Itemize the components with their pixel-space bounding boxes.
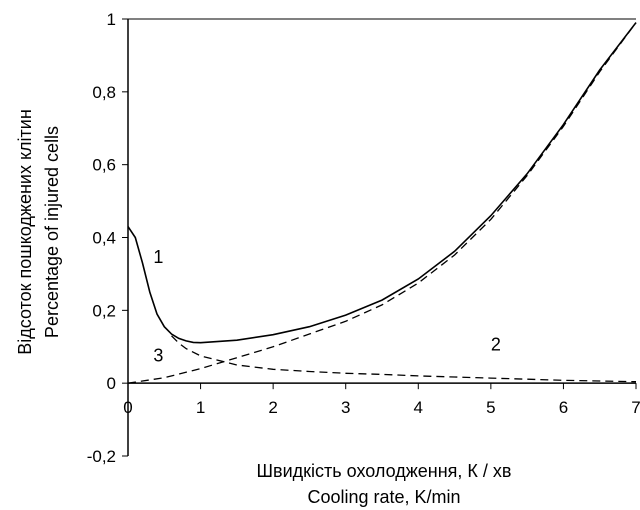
x-axis-label-uk: Швидкість охолодження, К / хв: [257, 461, 512, 481]
y-axis-label-uk: Відсоток пошкоджених клітин: [15, 109, 35, 355]
y-axis-label-en: Percentage of injured cells: [42, 126, 62, 338]
y-tick-label: 0,4: [92, 229, 116, 248]
x-tick-label: 1: [196, 398, 205, 417]
series-3-line: [127, 22, 637, 384]
axes: [127, 18, 636, 456]
series-2-line: [171, 335, 637, 383]
y-tick-label: 0,6: [92, 156, 116, 175]
x-tick-label: 4: [414, 398, 423, 417]
x-tick-label: 0: [123, 398, 132, 417]
x-tick-label: 7: [631, 398, 640, 417]
x-tick-label: 2: [268, 398, 277, 417]
annotation-layer: 1 2 3: [153, 247, 500, 365]
series-1-line: [127, 22, 637, 344]
x-tick-label: 3: [341, 398, 350, 417]
y-tick-label: -0,2: [87, 447, 116, 466]
curve-label-2: 2: [491, 334, 501, 354]
y-tick-label: 1: [107, 10, 116, 29]
ticks: -0,2 0 0,2 0,4 0,6 0,8 1 0 1 2 3 4 5 6 7: [87, 10, 640, 466]
curve-label-3: 3: [153, 345, 163, 365]
x-tick-label: 6: [559, 398, 568, 417]
x-tick-label: 5: [486, 398, 495, 417]
y-tick-label: 0,8: [92, 83, 116, 102]
y-tick-label: 0: [107, 374, 116, 393]
y-tick-label: 0,2: [92, 301, 116, 320]
x-axis-label-en: Cooling rate, K/min: [307, 487, 460, 507]
curve-label-1: 1: [153, 247, 163, 267]
series-layer: [127, 22, 637, 384]
